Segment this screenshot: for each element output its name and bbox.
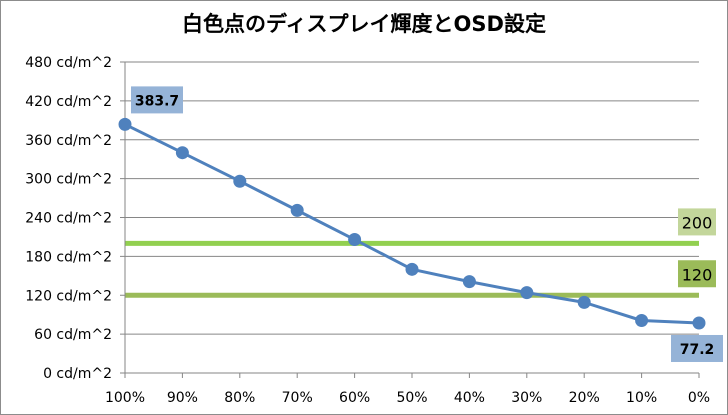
y-tick-label: 0 cd/m^2 xyxy=(43,366,112,382)
series-layer xyxy=(118,117,706,330)
data-labels: 383.7 77.2 xyxy=(131,86,723,362)
reference-label-bg-120 xyxy=(678,260,716,288)
reference-label-200: 200 xyxy=(682,213,713,232)
data-point-0% xyxy=(692,316,706,330)
x-tick-label: 0% xyxy=(688,390,710,406)
x-tick-label: 80% xyxy=(224,390,255,406)
reference-label-bg-200 xyxy=(678,208,716,236)
data-point-20% xyxy=(577,295,591,309)
x-tick-label: 10% xyxy=(626,390,657,406)
x-tick-label: 30% xyxy=(511,390,542,406)
x-tick-label: 90% xyxy=(167,390,198,406)
y-tick-label: 420 cd/m^2 xyxy=(25,94,112,110)
reference-lines: 200 120 xyxy=(125,208,716,298)
x-tick-label: 70% xyxy=(282,390,313,406)
data-point-60% xyxy=(348,233,362,247)
axes: 0 cd/m^2 60 cd/m^2 120 cd/m^2 180 cd/m^2 240… xyxy=(25,55,710,406)
data-point-80% xyxy=(233,174,247,188)
y-tick-label: 240 cd/m^2 xyxy=(25,211,112,227)
data-point-70% xyxy=(290,203,304,217)
data-point-100% xyxy=(118,117,132,131)
y-tick-label: 180 cd/m^2 xyxy=(25,249,112,265)
data-point-90% xyxy=(175,146,189,160)
x-tick-label: 60% xyxy=(339,390,370,406)
y-tick-label: 480 cd/m^2 xyxy=(25,55,112,71)
y-tick-label: 360 cd/m^2 xyxy=(25,133,112,149)
data-label-bg xyxy=(131,86,183,114)
chart-title: 白色点のディスプレイ輝度とOSD設定 xyxy=(182,12,546,36)
x-tick-label: 50% xyxy=(396,390,427,406)
x-tick-label: 40% xyxy=(454,390,485,406)
data-label: 383.7 xyxy=(135,93,179,109)
x-tick-label: 100% xyxy=(105,390,145,406)
data-point-30% xyxy=(520,286,534,300)
reference-label-120: 120 xyxy=(682,265,713,284)
data-point-50% xyxy=(405,262,419,276)
x-tick-label: 20% xyxy=(569,390,600,406)
data-label: 77.2 xyxy=(680,342,715,358)
data-point-10% xyxy=(635,314,649,328)
y-tick-label: 60 cd/m^2 xyxy=(34,327,112,343)
y-tick-label: 300 cd/m^2 xyxy=(25,172,112,188)
data-point-40% xyxy=(462,275,476,289)
data-label-bg xyxy=(671,334,723,362)
y-tick-label: 120 cd/m^2 xyxy=(25,288,112,304)
